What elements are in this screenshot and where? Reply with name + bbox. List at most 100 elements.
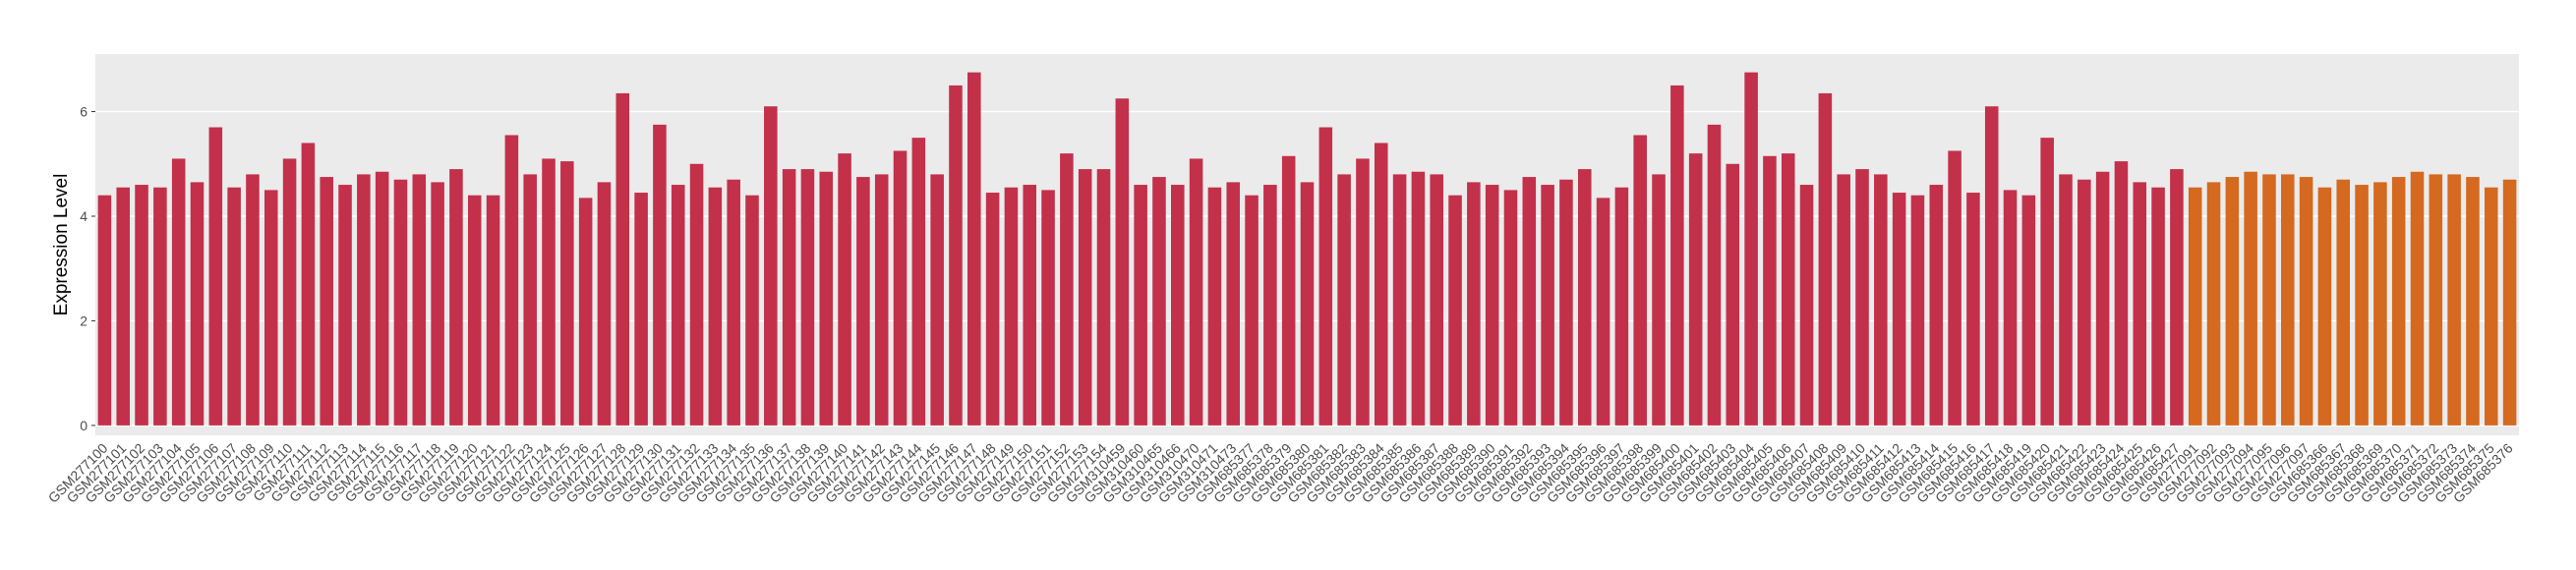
y-tick-label: 2 [80, 313, 88, 328]
bar [2151, 187, 2165, 426]
bar [1448, 195, 1462, 426]
bar [2225, 177, 2240, 426]
bar [1577, 169, 1592, 426]
bar [2466, 177, 2480, 426]
bar [911, 138, 926, 426]
y-tick-label: 4 [80, 208, 88, 224]
bar [597, 182, 612, 426]
bar [893, 150, 907, 426]
bar [2317, 187, 2332, 426]
bar [2095, 171, 2110, 426]
bar [1060, 153, 1074, 426]
bar [116, 187, 130, 426]
bar [2188, 187, 2202, 426]
bar [1559, 179, 1573, 426]
bar [2040, 138, 2054, 426]
bar [578, 198, 593, 426]
bar [153, 187, 167, 426]
bar [1023, 185, 1037, 426]
bar [1096, 169, 1111, 426]
bar [2485, 187, 2498, 426]
bar [1726, 163, 1740, 426]
bar [1596, 198, 1610, 426]
bar [1207, 187, 1222, 426]
bar [1226, 182, 1241, 426]
bar [97, 195, 112, 426]
bar [874, 174, 889, 426]
bar [727, 179, 740, 426]
bar [542, 158, 556, 426]
bar [357, 174, 371, 426]
bar [2133, 182, 2147, 426]
bar [208, 127, 223, 426]
bar [949, 85, 963, 426]
bar [2206, 182, 2221, 426]
bar [1855, 169, 1869, 426]
bar [1837, 174, 1850, 426]
bar [1929, 185, 1944, 426]
bar [375, 171, 389, 426]
bar [2502, 179, 2517, 426]
bar [1707, 124, 1722, 426]
bar [1744, 72, 1758, 426]
bar [171, 158, 186, 426]
bar [1189, 158, 1203, 426]
bar [1318, 127, 1333, 426]
bar [2114, 161, 2129, 426]
bar [1041, 190, 1055, 426]
bar [1892, 193, 1906, 426]
bar [246, 174, 260, 426]
bar [2281, 174, 2295, 426]
bar [1263, 185, 1277, 426]
bar [2391, 177, 2406, 426]
bar [1818, 92, 1833, 426]
bar [634, 193, 648, 426]
bar [1966, 193, 1980, 426]
bar [2336, 179, 2351, 426]
bar [1633, 135, 1647, 426]
bar [301, 142, 316, 426]
bar [1670, 85, 1684, 426]
bar [467, 195, 482, 426]
bar [838, 153, 851, 426]
bar [819, 171, 834, 426]
bar [1004, 187, 1019, 426]
bar [1948, 150, 1961, 426]
bar [1984, 106, 1999, 426]
bar [2373, 182, 2387, 426]
bar [135, 185, 148, 426]
bar [1541, 185, 1554, 426]
bar [1300, 182, 1315, 426]
bar [708, 187, 723, 426]
bar [320, 177, 333, 426]
bar [560, 161, 574, 426]
bar [745, 195, 759, 426]
bar [800, 169, 815, 426]
bar [504, 135, 519, 426]
bar [227, 187, 241, 426]
bar [2244, 171, 2257, 426]
bar [1171, 185, 1185, 426]
bar [1152, 177, 1166, 426]
bar [1245, 195, 1259, 426]
bar [412, 174, 427, 426]
bar [2059, 174, 2073, 426]
bar [338, 185, 352, 426]
bar [2447, 174, 2461, 426]
bar [1652, 174, 1666, 426]
bar [2078, 179, 2091, 426]
bar [1503, 190, 1518, 426]
bar [1910, 195, 1925, 426]
bar [190, 182, 205, 426]
bar [689, 163, 704, 426]
bar [671, 185, 685, 426]
bar [486, 195, 500, 426]
bar [615, 92, 630, 426]
bar [1781, 153, 1795, 426]
bar [449, 169, 463, 426]
bar [1467, 182, 1481, 426]
bar [2262, 174, 2276, 426]
bar [1430, 174, 1443, 426]
bar [1281, 155, 1296, 426]
